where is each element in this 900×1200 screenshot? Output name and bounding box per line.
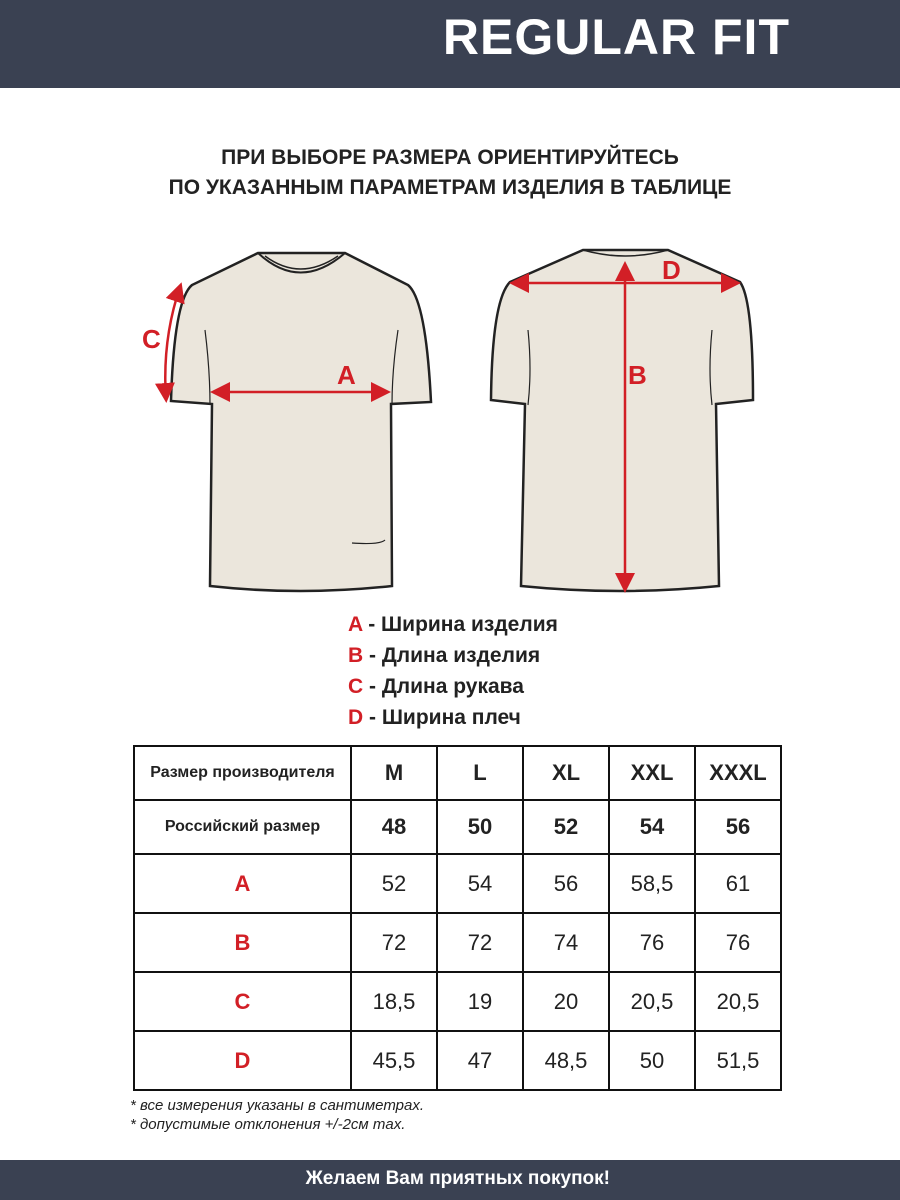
cell: 48,5 — [522, 1030, 610, 1091]
legend-text: - Ширина изделия — [362, 613, 558, 636]
cell: 61 — [694, 853, 782, 914]
legend-item-a: A - Ширина изделия — [348, 613, 558, 637]
cell: 19 — [436, 971, 524, 1032]
legend-key: C — [348, 675, 364, 698]
arrow-c — [154, 282, 185, 403]
table-row: C 18,5 19 20 20,5 20,5 — [133, 971, 782, 1032]
cell: 56 — [694, 799, 782, 855]
size-table: Размер производителя M L XL XXL XXXL Рос… — [133, 745, 782, 1091]
table-row: Российский размер 48 50 52 54 56 — [133, 799, 782, 855]
row-label: Российский размер — [133, 799, 352, 855]
cell: 56 — [522, 853, 610, 914]
cell: XXXL — [694, 745, 782, 801]
row-label: Размер производителя — [133, 745, 352, 801]
legend-key: D — [348, 706, 364, 729]
cell: 51,5 — [694, 1030, 782, 1091]
cell: 18,5 — [350, 971, 438, 1032]
cell: 72 — [350, 912, 438, 973]
cell: 52 — [350, 853, 438, 914]
cell: XL — [522, 745, 610, 801]
note-tolerance: * допустимые отклонения +/-2см max. — [130, 1116, 406, 1133]
cell: 76 — [694, 912, 782, 973]
legend-text: - Длина изделия — [363, 644, 541, 667]
cell: 20 — [522, 971, 610, 1032]
label-a: A — [337, 360, 356, 390]
fit-title: REGULAR FIT — [442, 9, 790, 65]
cell: 74 — [522, 912, 610, 973]
legend-item-c: C - Длина рукава — [348, 675, 524, 699]
label-d: D — [662, 255, 681, 285]
cell: 20,5 — [694, 971, 782, 1032]
cell: 54 — [608, 799, 696, 855]
row-key: D — [133, 1030, 352, 1091]
note-units: * все измерения указаны в сантиметрах. — [130, 1097, 425, 1114]
cell: XXL — [608, 745, 696, 801]
cell: 50 — [608, 1030, 696, 1091]
legend-item-b: B - Длина изделия — [348, 644, 540, 668]
shirt-front — [169, 251, 433, 593]
legend-key: B — [348, 644, 364, 667]
label-c: C — [142, 324, 161, 354]
cell: L — [436, 745, 524, 801]
row-key: C — [133, 971, 352, 1032]
row-key: A — [133, 853, 352, 914]
legend-key: A — [348, 613, 363, 636]
table-row: A 52 54 56 58,5 61 — [133, 853, 782, 914]
cell: 52 — [522, 799, 610, 855]
cell: 20,5 — [608, 971, 696, 1032]
footer-message: Желаем Вам приятных покупок! — [305, 1168, 610, 1189]
cell: 45,5 — [350, 1030, 438, 1091]
legend-text: - Ширина плеч — [363, 706, 521, 729]
row-key: B — [133, 912, 352, 973]
cell: 50 — [436, 799, 524, 855]
footer-bar: Желаем Вам приятных покупок! — [0, 1160, 900, 1200]
table-row: Размер производителя M L XL XXL XXXL — [133, 745, 782, 801]
table-row: B 72 72 74 76 76 — [133, 912, 782, 973]
heading-line-1: ПРИ ВЫБОРЕ РАЗМЕРА ОРИЕНТИРУЙТЕСЬ — [221, 146, 679, 169]
cell: 54 — [436, 853, 524, 914]
cell: 72 — [436, 912, 524, 973]
shirt-back — [489, 248, 755, 593]
heading-line-2: ПО УКАЗАННЫМ ПАРАМЕТРАМ ИЗДЕЛИЯ В ТАБЛИЦ… — [168, 176, 732, 199]
header-bar: REGULAR FIT — [0, 0, 900, 88]
table-row: D 45,5 47 48,5 50 51,5 — [133, 1030, 782, 1091]
label-b: B — [628, 360, 647, 390]
cell: 48 — [350, 799, 438, 855]
legend-item-d: D - Ширина плеч — [348, 706, 521, 730]
cell: 47 — [436, 1030, 524, 1091]
shirt-diagram: A C D B — [142, 248, 755, 593]
cell: 58,5 — [608, 853, 696, 914]
cell: 76 — [608, 912, 696, 973]
cell: M — [350, 745, 438, 801]
legend-text: - Длина рукава — [363, 675, 524, 698]
